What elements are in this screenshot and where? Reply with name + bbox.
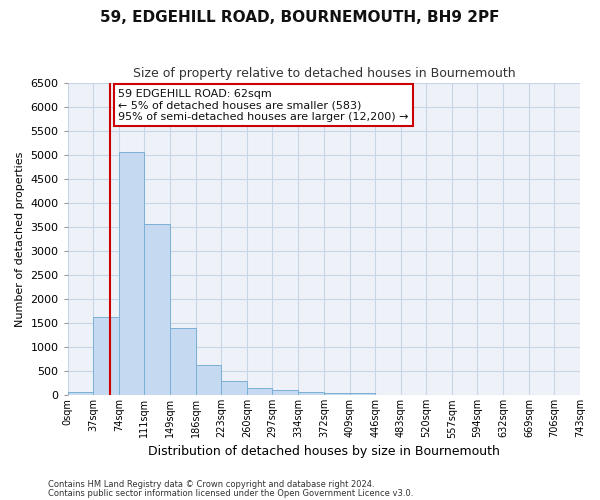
Bar <box>196 366 221 396</box>
Bar <box>93 317 119 396</box>
Bar <box>221 382 247 396</box>
Text: 59, EDGEHILL ROAD, BOURNEMOUTH, BH9 2PF: 59, EDGEHILL ROAD, BOURNEMOUTH, BH9 2PF <box>100 10 500 25</box>
Bar <box>350 392 375 396</box>
Text: Contains HM Land Registry data © Crown copyright and database right 2024.: Contains HM Land Registry data © Crown c… <box>48 480 374 489</box>
Bar <box>119 152 144 396</box>
X-axis label: Distribution of detached houses by size in Bournemouth: Distribution of detached houses by size … <box>148 444 500 458</box>
Bar <box>170 328 196 396</box>
Bar <box>68 392 93 396</box>
Bar <box>272 390 298 396</box>
Bar <box>247 388 272 396</box>
Text: 59 EDGEHILL ROAD: 62sqm
← 5% of detached houses are smaller (583)
95% of semi-de: 59 EDGEHILL ROAD: 62sqm ← 5% of detached… <box>118 89 409 122</box>
Bar <box>144 224 170 396</box>
Title: Size of property relative to detached houses in Bournemouth: Size of property relative to detached ho… <box>133 68 515 80</box>
Bar <box>298 392 324 396</box>
Text: Contains public sector information licensed under the Open Government Licence v3: Contains public sector information licen… <box>48 488 413 498</box>
Bar <box>324 392 350 396</box>
Y-axis label: Number of detached properties: Number of detached properties <box>15 152 25 327</box>
